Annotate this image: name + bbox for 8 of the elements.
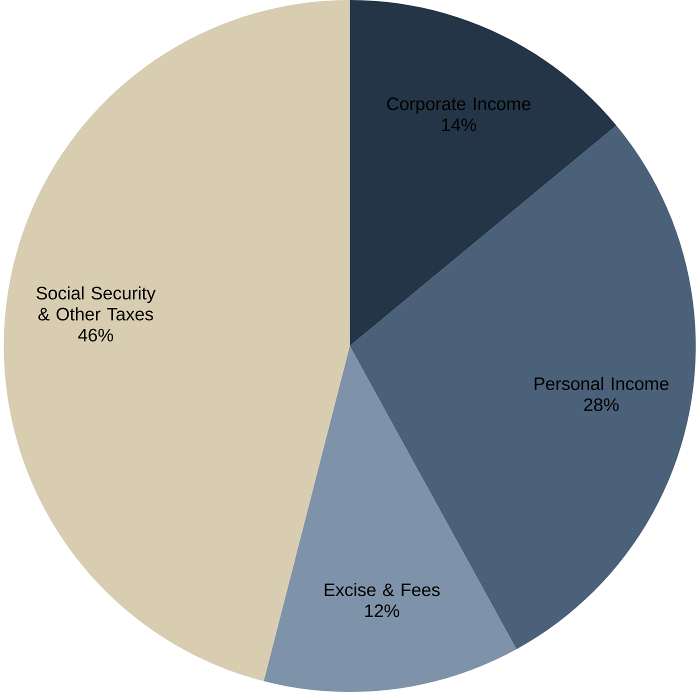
slice-label: Corporate Income <box>387 97 530 114</box>
slice-label: Excise & Fees <box>324 582 440 596</box>
data-label: 28% <box>584 398 619 412</box>
data-label: 12% <box>365 604 400 618</box>
slice-label: Social Security & Other Taxes <box>36 286 156 321</box>
slice-label: Personal Income <box>534 376 668 390</box>
data-label: 14% <box>442 118 476 132</box>
data-label: 46% <box>78 328 114 342</box>
